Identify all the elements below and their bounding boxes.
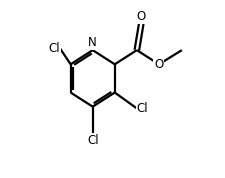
Text: N: N <box>88 36 97 49</box>
Text: N: N <box>88 36 97 49</box>
Text: Cl: Cl <box>48 42 60 55</box>
Text: O: O <box>154 58 163 71</box>
Text: Cl: Cl <box>136 102 148 115</box>
Text: O: O <box>154 58 163 71</box>
Text: O: O <box>136 10 145 23</box>
Text: Cl: Cl <box>48 42 60 55</box>
Text: Cl: Cl <box>136 102 148 115</box>
Text: Cl: Cl <box>86 134 98 147</box>
Text: Cl: Cl <box>86 134 98 147</box>
Text: O: O <box>136 10 145 23</box>
